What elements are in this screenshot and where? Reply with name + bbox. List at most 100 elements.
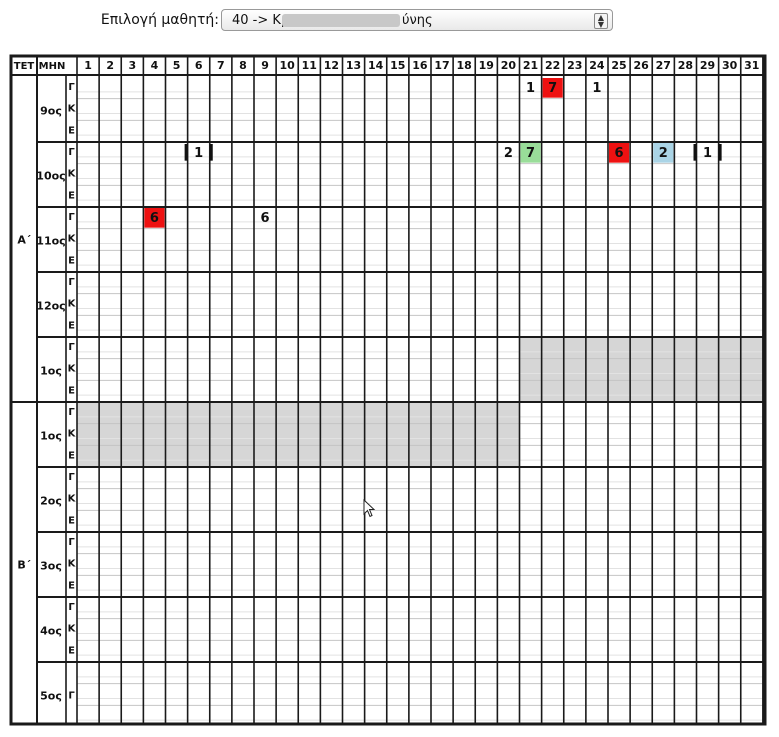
header-day: 3: [128, 59, 136, 72]
header-day: 2: [106, 59, 114, 72]
sub-row-label: Γ: [68, 212, 75, 223]
sub-row-label: Ε: [68, 450, 75, 461]
student-select-value-suffix: ύνης: [402, 13, 433, 28]
header-day: 24: [589, 59, 605, 72]
sub-row-label: Γ: [68, 82, 75, 93]
header-day: 22: [545, 59, 560, 72]
sub-row-label: Κ: [68, 494, 77, 505]
header-day: 31: [744, 59, 759, 72]
header-day: 7: [217, 59, 225, 72]
student-select[interactable]: 40 -> Κρ ύνης ▲ ▼: [221, 9, 613, 31]
sub-row-label: Ε: [68, 645, 75, 656]
shaded-period: [519, 337, 763, 402]
header-term: ΤΕΤ: [14, 61, 35, 72]
student-selector: Επιλογή μαθητή: 40 -> Κρ ύνης ▲ ▼: [0, 8, 779, 34]
sub-row-label: Κ: [68, 169, 77, 180]
header-day: 21: [523, 59, 538, 72]
bracket-left: [184, 144, 188, 161]
header-day: 29: [700, 59, 715, 72]
term-label: Β΄: [17, 559, 30, 572]
sub-row-label: Ε: [68, 515, 75, 526]
sub-row-label: Κ: [68, 559, 77, 570]
student-select-label: Επιλογή μαθητή:: [100, 12, 219, 28]
mark-badge: [542, 78, 563, 98]
mark-value: 1: [592, 81, 601, 96]
month-label: 12ος: [36, 300, 65, 313]
mark-value: 6: [150, 211, 159, 226]
header-day: 26: [634, 59, 650, 72]
mark-value: 6: [261, 211, 270, 226]
header-day: 5: [173, 59, 181, 72]
sub-row-label: Γ: [68, 537, 75, 548]
mark-badge: [609, 143, 630, 163]
header-day: 19: [479, 59, 494, 72]
sub-row-label: Ε: [68, 385, 75, 396]
select-arrows-icon: ▲ ▼: [594, 13, 608, 29]
header-day: 23: [567, 59, 582, 72]
sub-row-label: Κ: [68, 299, 77, 310]
header-day: 20: [501, 59, 517, 72]
header-day: 14: [368, 59, 384, 72]
month-label: 10ος: [36, 170, 65, 183]
sub-row-label: Ε: [68, 580, 75, 591]
header-day: 6: [195, 59, 203, 72]
sub-row-label: Ε: [68, 320, 75, 331]
header-day: 25: [611, 59, 626, 72]
month-label: 9ος: [40, 105, 62, 118]
month-label: 4ος: [40, 625, 62, 638]
sub-row-label: Γ: [68, 147, 75, 158]
header-day: 9: [261, 59, 269, 72]
header-day: 17: [434, 59, 449, 72]
header-day: 13: [346, 59, 361, 72]
mark-value: 1: [703, 146, 712, 161]
mark-value: 1: [526, 81, 535, 96]
bracket-right: [718, 144, 722, 161]
sub-row-label: Γ: [68, 602, 75, 613]
sub-row-label: Κ: [68, 429, 77, 440]
mark-value: 2: [504, 146, 513, 161]
mark-value: 2: [659, 146, 668, 161]
header-day: 30: [722, 59, 738, 72]
redacted-name-block: [282, 14, 400, 27]
header-day: 16: [412, 59, 428, 72]
mark-value: 7: [526, 146, 535, 161]
sub-row-label: Κ: [68, 234, 77, 245]
sub-row-label: Ε: [68, 125, 75, 136]
student-select-value: 40 -> Κρ: [232, 13, 290, 28]
header-day: 10: [280, 59, 296, 72]
header-day: 4: [151, 59, 159, 72]
mark-badge: [653, 143, 674, 163]
header-day: 28: [678, 59, 693, 72]
sub-row-label: Κ: [68, 364, 77, 375]
mark-value: 1: [194, 146, 203, 161]
sub-row-label: Ε: [68, 255, 75, 266]
header-day: 11: [302, 59, 317, 72]
sub-row-label: Γ: [68, 691, 75, 702]
sub-row-label: Γ: [68, 472, 75, 483]
mark-value: 6: [615, 146, 624, 161]
sub-row-label: Γ: [68, 277, 75, 288]
header-day: 18: [457, 59, 472, 72]
month-label: 11ος: [36, 235, 65, 248]
sub-row-label: Κ: [68, 104, 77, 115]
sub-row-label: Ε: [68, 190, 75, 201]
month-label: 2ος: [40, 495, 62, 508]
month-label: 5ος: [40, 690, 62, 703]
header-day: 12: [324, 59, 339, 72]
mark-badge: [144, 208, 165, 228]
header-day: 8: [239, 59, 247, 72]
grid-frame: [9, 54, 767, 726]
sub-row-label: Γ: [68, 342, 75, 353]
sub-row-label: Γ: [68, 407, 75, 418]
mark-value: 7: [548, 81, 557, 96]
header-month: ΜΗΝ: [39, 61, 66, 72]
bracket-right: [209, 144, 213, 161]
sub-row-label: Κ: [68, 624, 77, 635]
header-day: 15: [390, 59, 405, 72]
term-label: Α΄: [17, 234, 31, 247]
header-day: 1: [84, 59, 92, 72]
bracket-left: [693, 144, 697, 161]
month-label: 3ος: [40, 560, 62, 573]
month-label: 1ος: [40, 430, 62, 443]
